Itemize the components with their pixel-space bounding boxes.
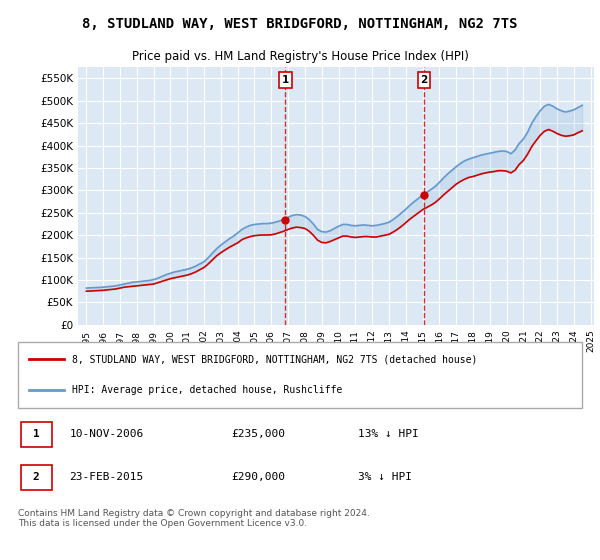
FancyBboxPatch shape <box>20 422 52 447</box>
FancyBboxPatch shape <box>18 342 582 408</box>
Text: 23-FEB-2015: 23-FEB-2015 <box>70 472 144 482</box>
Text: 2: 2 <box>421 75 428 85</box>
Text: 1: 1 <box>281 75 289 85</box>
Text: 1: 1 <box>33 429 40 439</box>
Text: 3% ↓ HPI: 3% ↓ HPI <box>358 472 412 482</box>
Text: 10-NOV-2006: 10-NOV-2006 <box>70 429 144 439</box>
Text: HPI: Average price, detached house, Rushcliffe: HPI: Average price, detached house, Rush… <box>73 385 343 395</box>
Text: £235,000: £235,000 <box>231 429 285 439</box>
Text: Price paid vs. HM Land Registry's House Price Index (HPI): Price paid vs. HM Land Registry's House … <box>131 50 469 63</box>
Text: 8, STUDLAND WAY, WEST BRIDGFORD, NOTTINGHAM, NG2 7TS (detached house): 8, STUDLAND WAY, WEST BRIDGFORD, NOTTING… <box>73 354 478 364</box>
Text: £290,000: £290,000 <box>231 472 285 482</box>
Text: 13% ↓ HPI: 13% ↓ HPI <box>358 429 418 439</box>
Text: 2: 2 <box>33 472 40 482</box>
Text: 8, STUDLAND WAY, WEST BRIDGFORD, NOTTINGHAM, NG2 7TS: 8, STUDLAND WAY, WEST BRIDGFORD, NOTTING… <box>82 17 518 31</box>
FancyBboxPatch shape <box>20 465 52 489</box>
Text: Contains HM Land Registry data © Crown copyright and database right 2024.
This d: Contains HM Land Registry data © Crown c… <box>18 509 370 529</box>
